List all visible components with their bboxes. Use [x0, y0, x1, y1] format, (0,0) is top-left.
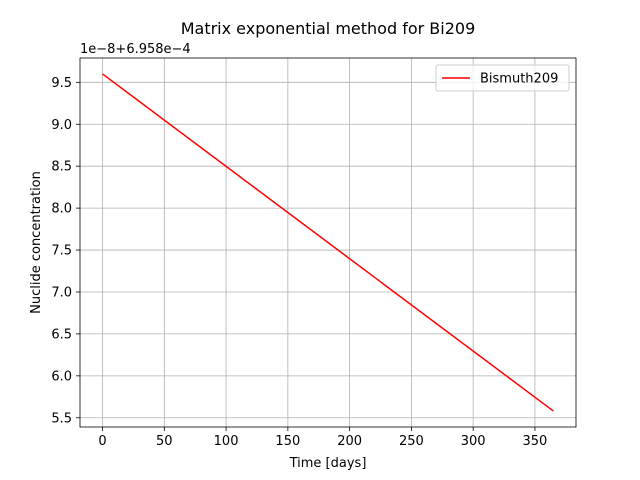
- y-tick-label: 5.5: [51, 411, 72, 426]
- legend-label: Bismuth209: [480, 72, 558, 87]
- x-tick-layer: 0 50 100 150 200 250 300 350: [98, 427, 547, 449]
- x-tick-label: 200: [337, 434, 362, 449]
- series-layer: [102, 73, 554, 412]
- series-line-bismuth209: [102, 73, 554, 412]
- x-axis-label: Time [days]: [289, 456, 367, 471]
- y-tick-label: 6.5: [51, 327, 72, 342]
- y-tick-label: 9.0: [51, 118, 72, 133]
- axes-frame: [79, 57, 577, 428]
- x-tick-label: 0: [98, 434, 106, 449]
- y-tick-label: 9.5: [51, 76, 72, 91]
- x-tick-label: 100: [214, 434, 239, 449]
- x-tick-label: 300: [461, 434, 486, 449]
- y-axis-label: Nuclide concentration: [29, 171, 44, 314]
- y-tick-label: 8.0: [51, 202, 72, 217]
- x-tick-label: 250: [399, 434, 424, 449]
- y-tick-label: 7.0: [51, 285, 72, 300]
- legend: Bismuth209: [435, 64, 570, 92]
- x-tick-label: 150: [275, 434, 300, 449]
- x-tick-label: 50: [156, 434, 173, 449]
- legend-box: [435, 64, 570, 92]
- y-tick-label: 7.5: [51, 244, 72, 259]
- x-tick-label: 350: [523, 434, 548, 449]
- chart-title: Matrix exponential method for Bi209: [181, 19, 476, 38]
- y-tick-label: 8.5: [51, 160, 72, 175]
- y-tick-layer: 5.5 6.0 6.5 7.0 7.5 8.0 8.5 9.0 9.5: [51, 76, 80, 426]
- y-axis-offset-label: 1e−8+6.958e−4: [80, 42, 191, 57]
- y-tick-label: 6.0: [51, 369, 72, 384]
